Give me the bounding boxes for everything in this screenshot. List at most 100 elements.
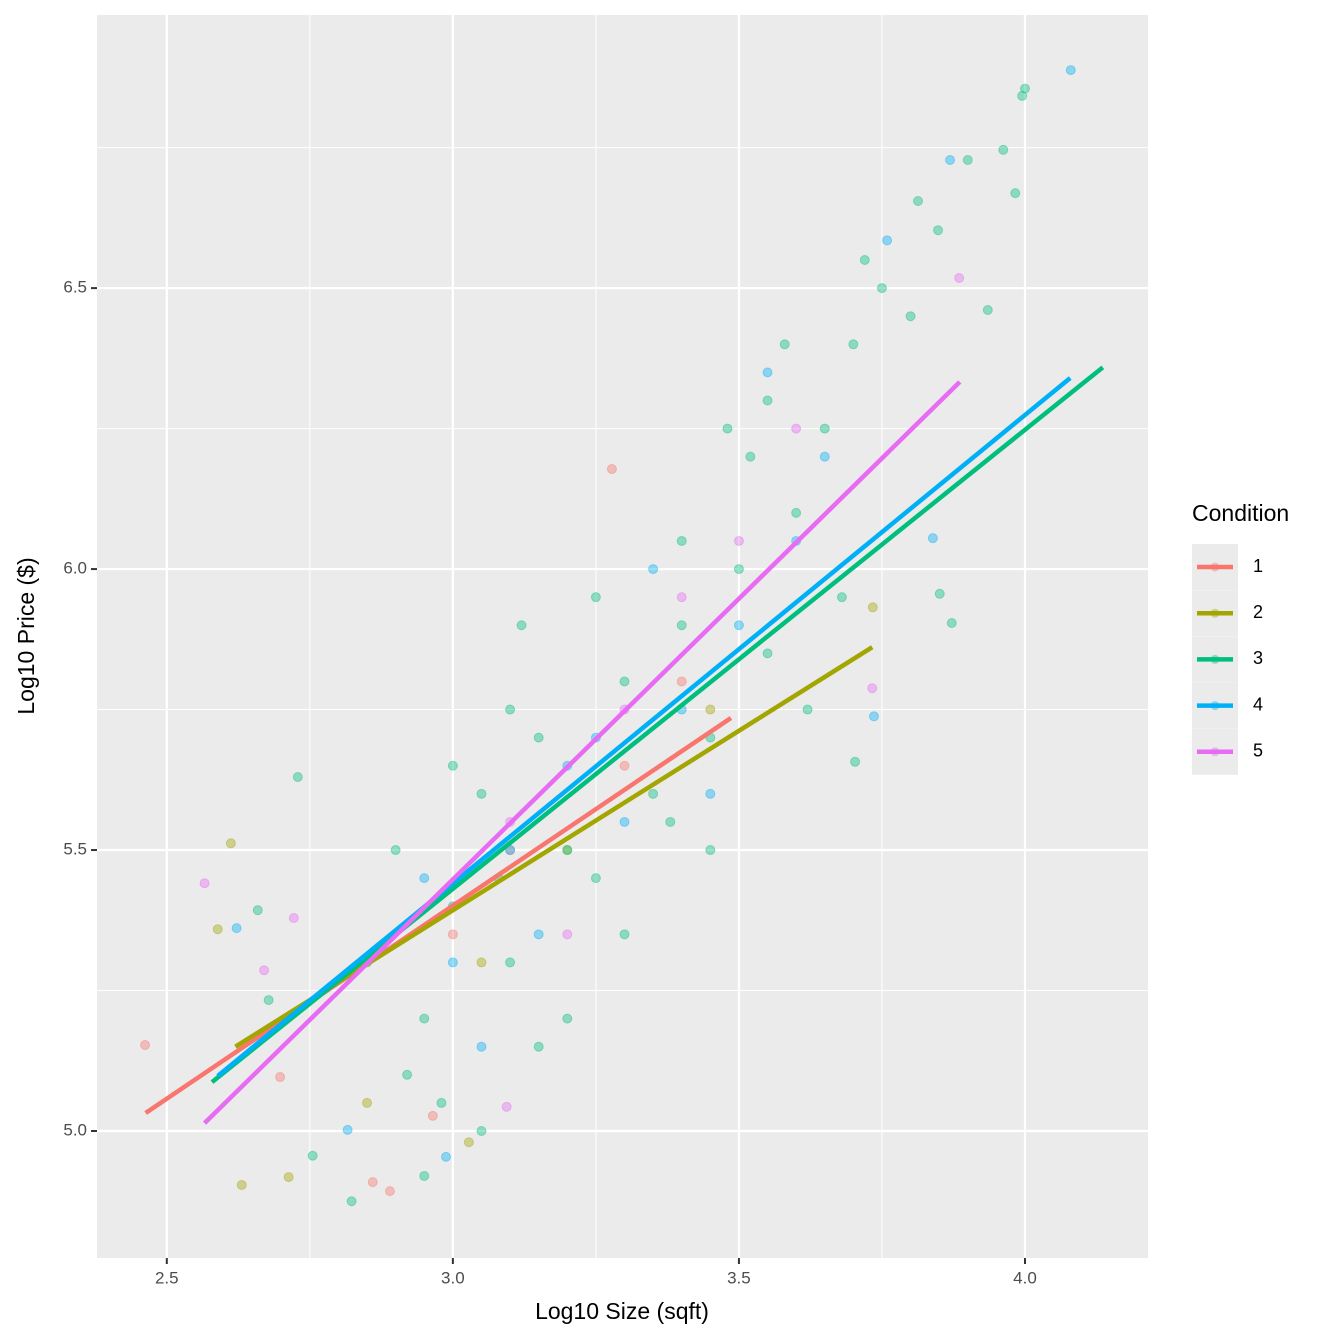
panel	[97, 15, 1148, 1258]
point	[533, 1041, 544, 1052]
point	[859, 255, 870, 266]
point	[927, 533, 938, 544]
point	[562, 929, 573, 940]
point	[427, 1110, 438, 1121]
point	[447, 760, 458, 771]
legend-key-point	[1210, 562, 1220, 572]
point	[1065, 65, 1076, 76]
x-tick-label: 2.5	[155, 1268, 179, 1287]
point	[288, 913, 299, 924]
point	[362, 1097, 373, 1108]
point	[1010, 188, 1021, 199]
point	[140, 1040, 151, 1051]
y-axis-title: Log10 Price ($)	[13, 557, 39, 714]
point	[590, 592, 601, 603]
point	[819, 451, 830, 462]
point	[705, 845, 716, 856]
point	[275, 1072, 286, 1083]
point	[225, 838, 236, 849]
point	[998, 144, 1009, 155]
point	[791, 423, 802, 434]
point	[733, 564, 744, 575]
x-tick-label: 3.5	[727, 1268, 751, 1287]
point	[676, 592, 687, 603]
legend-key-point	[1210, 701, 1220, 711]
point	[476, 957, 487, 968]
point	[562, 845, 573, 856]
legend-label: 1	[1253, 556, 1263, 576]
point	[307, 1150, 318, 1161]
point	[402, 1069, 413, 1080]
point	[648, 788, 659, 799]
point	[447, 929, 458, 940]
point	[390, 845, 401, 856]
point	[384, 1186, 395, 1197]
point	[463, 1137, 474, 1148]
point	[212, 924, 223, 935]
point	[476, 1041, 487, 1052]
y-tick-label: 5.0	[63, 1120, 87, 1139]
legend-label: 4	[1253, 694, 1263, 714]
point	[619, 760, 630, 771]
point	[905, 311, 916, 322]
point	[945, 154, 956, 165]
point	[440, 1151, 451, 1162]
point	[850, 756, 861, 767]
point	[722, 423, 733, 434]
legend-label: 3	[1253, 648, 1263, 668]
point	[263, 995, 274, 1006]
legend: 1 2 3 4 5	[1192, 544, 1263, 775]
y-tick-label: 5.5	[63, 840, 87, 859]
point	[419, 1013, 430, 1024]
point	[802, 704, 813, 715]
point	[779, 339, 790, 350]
point	[867, 602, 878, 613]
legend-label: 2	[1253, 602, 1263, 622]
point	[505, 704, 516, 715]
point	[606, 464, 617, 475]
point	[419, 1170, 430, 1181]
x-tick-label: 3.0	[441, 1268, 465, 1287]
point	[1019, 83, 1030, 94]
point	[665, 816, 676, 827]
point	[1017, 90, 1028, 101]
points	[140, 65, 1076, 1207]
point	[516, 620, 527, 631]
point	[533, 732, 544, 743]
point	[982, 305, 993, 316]
point	[733, 620, 744, 631]
y-tick-label: 6.0	[63, 559, 87, 578]
point	[590, 873, 601, 884]
legend-key-point	[1210, 608, 1220, 618]
legend-title: Condition	[1192, 500, 1289, 526]
legend-label: 5	[1253, 741, 1263, 761]
fit-line	[210, 365, 1105, 1084]
point	[962, 154, 973, 165]
point	[762, 648, 773, 659]
point	[259, 965, 270, 976]
point	[876, 283, 887, 294]
point	[505, 957, 516, 968]
fit-line	[144, 716, 733, 1115]
legend-key-point	[1210, 654, 1220, 664]
point	[676, 676, 687, 687]
point	[745, 451, 756, 462]
point	[436, 1097, 447, 1108]
point	[346, 1196, 357, 1207]
point	[848, 339, 859, 350]
point	[533, 929, 544, 940]
point	[733, 535, 744, 546]
point	[819, 423, 830, 434]
point	[476, 788, 487, 799]
point	[648, 564, 659, 575]
point	[292, 771, 303, 782]
legend-key-point	[1210, 747, 1220, 757]
point	[199, 878, 210, 889]
point	[934, 588, 945, 599]
point	[762, 395, 773, 406]
point	[867, 683, 878, 694]
x-axis-title: Log10 Size (sqft)	[535, 1298, 709, 1324]
point	[342, 1124, 353, 1135]
point	[283, 1172, 294, 1183]
